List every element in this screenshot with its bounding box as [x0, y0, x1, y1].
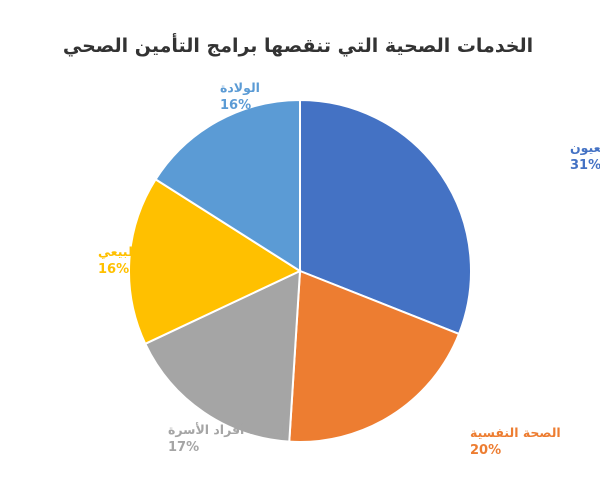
pie-slice — [288, 269, 461, 443]
slice-value-label: 20% — [470, 443, 501, 458]
pie-slice — [154, 98, 301, 273]
slice-value-label: 31% — [570, 158, 600, 173]
slice-value-label: 17% — [168, 440, 199, 455]
slice-label: العلاج الطبيعي — [98, 244, 188, 259]
pie-slice — [127, 177, 303, 346]
slice-label: الولادة — [220, 80, 260, 95]
slice-label: إضافة أفراد الأسرة — [168, 421, 286, 437]
slice-label: طب الأسنان والعيون — [570, 140, 600, 155]
pie-slice — [143, 269, 302, 443]
slice-value-label: 16% — [220, 98, 251, 113]
pie-slices — [127, 98, 472, 443]
slice-label: الصحة النفسية — [470, 425, 561, 440]
slice-labels: طب الأسنان والعيون 31% الصحة النفسية 20% إضا… — [98, 80, 600, 458]
chart-title: الخدمات الصحية التي تنقصها برامج التأمين… — [63, 33, 533, 57]
slice-value-label: 16% — [98, 262, 129, 277]
pie-slice — [299, 98, 472, 336]
